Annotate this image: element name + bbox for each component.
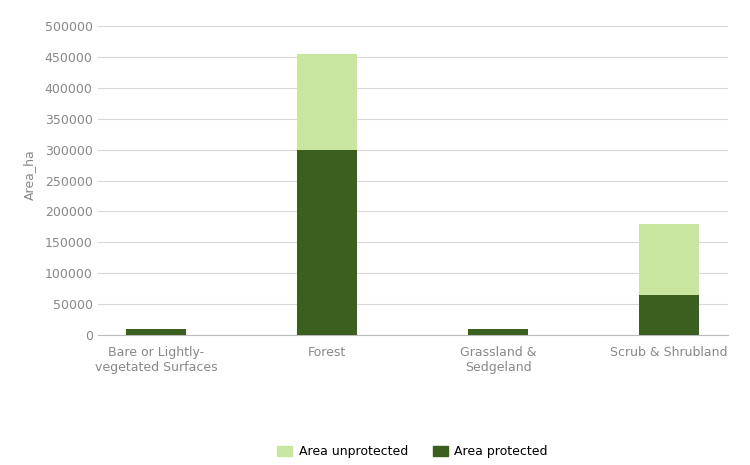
Y-axis label: Area_ha: Area_ha [23,149,36,200]
Bar [468,329,528,335]
Bar [297,150,357,335]
Bar [297,54,357,150]
Bar [639,224,699,295]
Bar [639,295,699,335]
Bar [126,329,186,335]
Legend: Area unprotected, Area protected: Area unprotected, Area protected [272,440,553,463]
